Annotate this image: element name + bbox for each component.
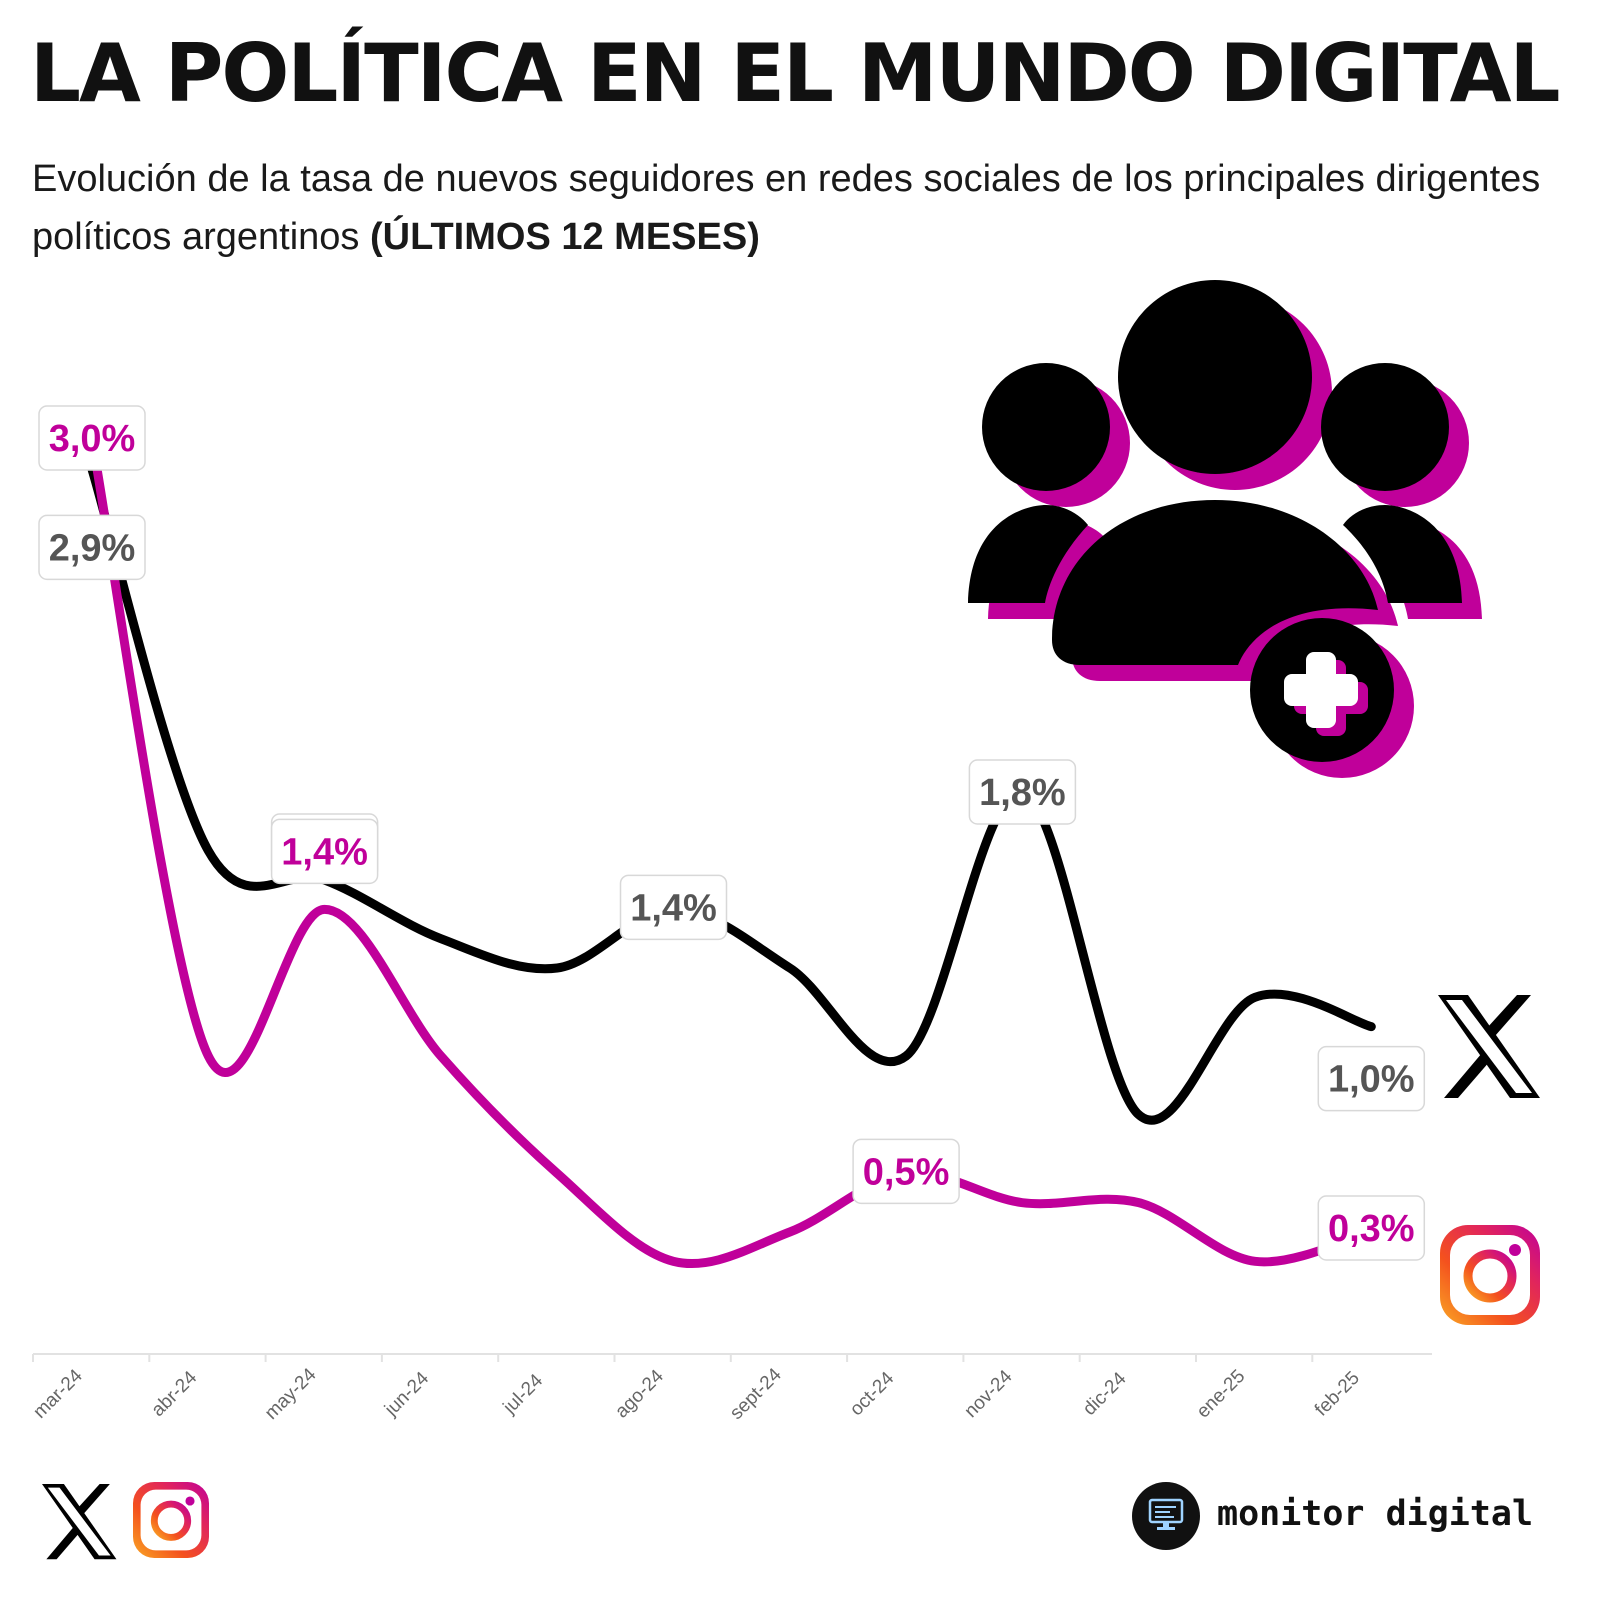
x-logo-icon [1438,995,1540,1098]
footer-instagram-logo-icon [133,1482,209,1558]
series-line-x [87,464,1376,1125]
data-label-text: 1,0% [1328,1059,1415,1101]
data-label-text: 0,5% [863,1151,950,1193]
data-label: 0,3% [1317,1195,1426,1261]
footer-x-logo-icon [42,1484,117,1560]
data-label-text: 1,8% [979,772,1066,814]
x-tick-label: sept-24 [726,1364,786,1424]
add-users-icon [968,280,1482,778]
x-tick-label: mar-24 [29,1365,87,1423]
x-tick-label: oct-24 [846,1368,898,1420]
data-label-box [852,1138,960,1205]
data-label-text: 2,9% [49,527,136,569]
data-label: 1,8% [968,759,1077,825]
monitor-icon [1132,1482,1200,1550]
data-label-box [38,514,146,581]
data-label-box [968,759,1077,825]
x-tick-label: ene-25 [1193,1366,1250,1423]
data-label-text: 0,3% [1328,1208,1415,1250]
x-tick-label: nov-24 [961,1366,1017,1422]
subtitle-text: Evolución de la tasa de nuevos seguidore… [32,158,1541,258]
data-label-box [1317,1045,1426,1112]
subtitle-period: (ÚLTIMOS 12 MESES) [369,216,760,258]
data-label: 0,5% [852,1138,960,1205]
brand-name: monitor digital [1217,1494,1534,1534]
x-tick-label: jul-24 [499,1370,548,1419]
data-label-text: 1,4% [630,887,717,929]
chart-title: LA POLÍTICA EN EL MUNDO DIGITAL [30,27,1561,120]
data-label-box [1317,1195,1426,1261]
data-label: 1,4% [619,874,728,941]
data-label: 1,0% [1317,1045,1426,1112]
chart-subtitle: Evolución de la tasa de nuevos seguidore… [32,150,1552,266]
data-label-text: 3,0% [49,418,136,460]
data-label-box [270,818,379,885]
data-label: 1,4% [270,818,379,885]
x-tick-label: ago-24 [611,1365,668,1422]
series-line-instagram [87,435,1376,1269]
instagram-logo-icon [1440,1225,1540,1325]
x-tick-label: abr-24 [148,1367,202,1421]
data-label: 2,9% [38,514,146,581]
x-tick-label: feb-25 [1311,1368,1364,1421]
data-label: 3,0% [38,405,146,471]
x-tick-label: may-24 [261,1364,321,1424]
data-label-box [619,874,728,941]
x-tick-label: dic-24 [1079,1368,1131,1420]
data-label-text: 1,4% [281,831,368,873]
data-label-box [38,405,146,471]
x-tick-label: jun-24 [380,1368,433,1421]
